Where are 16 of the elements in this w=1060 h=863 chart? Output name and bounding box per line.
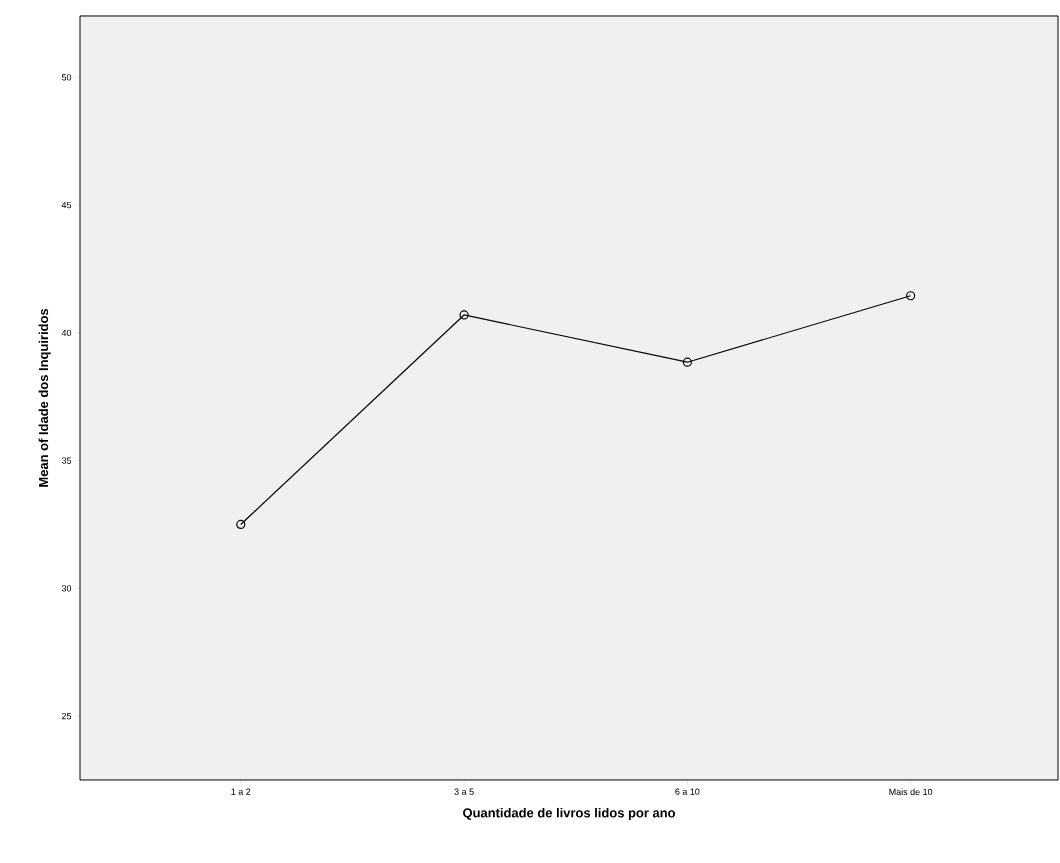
y-axis-title: Mean of Idade dos Inquiridos <box>38 308 51 487</box>
x-tick-label: 1 a 2 <box>231 788 251 795</box>
y-tick-label: 45 <box>61 201 72 209</box>
point <box>459 310 469 320</box>
x-tick-label: 3 a 5 <box>454 788 474 795</box>
point <box>236 519 246 530</box>
point <box>906 291 916 301</box>
x-axis-title: Quantidade de livros lidos por ano <box>463 807 676 820</box>
point <box>682 357 692 367</box>
x-tick-label: 6 a 10 <box>675 788 700 795</box>
x-tick-label: Mais de 10 <box>889 788 933 796</box>
y-tick-label: 30 <box>61 585 72 592</box>
y-tick-label: 50 <box>61 74 72 81</box>
y-tick-label: 35 <box>61 457 72 464</box>
y-tick-label: 25 <box>61 712 72 720</box>
y-tick-label: 40 <box>61 329 72 337</box>
